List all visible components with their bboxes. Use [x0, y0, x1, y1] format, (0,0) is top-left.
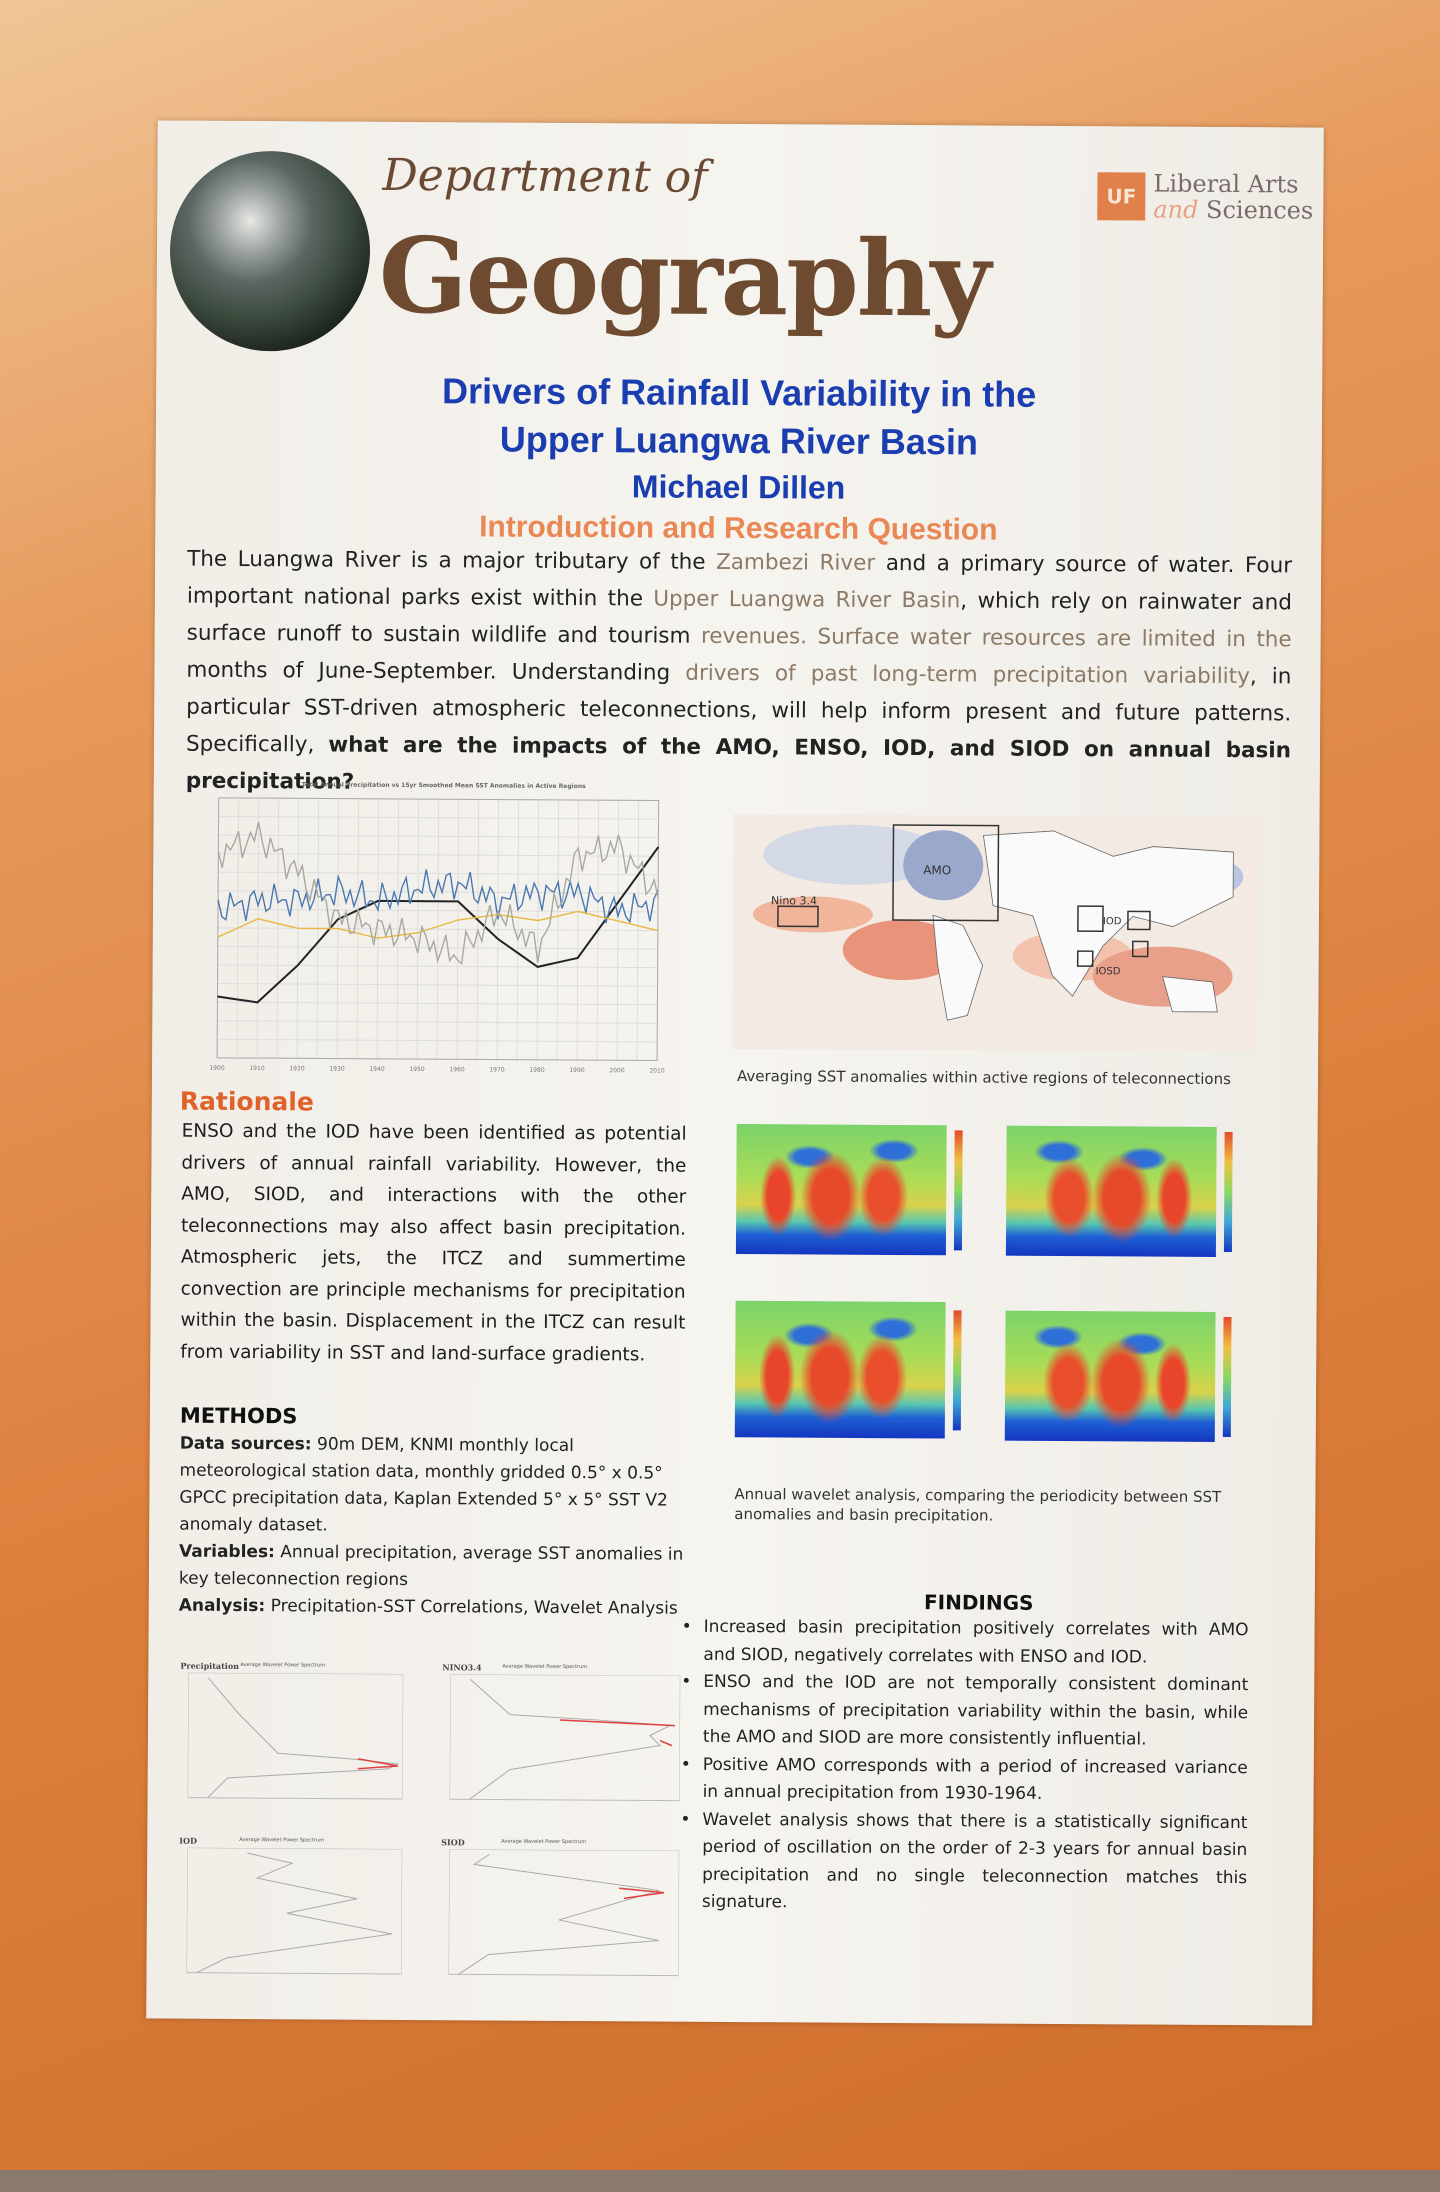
series-line-2 — [217, 910, 659, 939]
findings-heading: FINDINGS — [923, 1590, 1034, 1615]
grid-line — [217, 927, 658, 932]
map-label-nino34: Nino 3.4 — [771, 894, 818, 908]
wavelet-plot-siod — [1004, 1310, 1216, 1442]
x-tick-label: 1960 — [449, 1066, 464, 1073]
grid-line — [217, 1001, 658, 1006]
x-tick-label: 2010 — [649, 1067, 664, 1074]
title-line2: Upper Luangwa River Basin — [499, 418, 979, 463]
methods-heading: METHODS — [179, 1403, 298, 1429]
finding-item: Positive AMO corresponds with a period o… — [703, 1751, 1248, 1809]
x-tick-label: 1940 — [369, 1066, 384, 1073]
grid-line — [217, 964, 658, 969]
x-tick-label: 1910 — [249, 1065, 264, 1072]
finding-item: Wavelet analysis shows that there is a s… — [702, 1806, 1248, 1919]
map-label-amo: AMO — [923, 863, 952, 878]
power-spectra-panels: Precipitation Average Wavelet Power Spect… — [178, 1661, 700, 2014]
department-name: Geography — [378, 213, 990, 341]
spectrum-siod: SIOD Average Wavelet Power Spectrum — [440, 1837, 680, 1998]
title-line1: Drivers of Rainfall Variability in the — [441, 370, 1037, 415]
spectrum-nino34: NINO3.4 Average Wavelet Power Spectrum — [441, 1662, 681, 1823]
grid-line — [218, 834, 659, 839]
x-tick-label: 1990 — [569, 1067, 584, 1074]
grid-line — [218, 871, 659, 876]
x-tick-label: 1920 — [289, 1065, 304, 1072]
finding-item: ENSO and the IOD are not temporally cons… — [703, 1669, 1248, 1755]
spectrum-iod: IOD Average Wavelet Power Spectrum — [178, 1836, 409, 1997]
sst-world-map: Nino 3.4 AMO IOD IOSD — [732, 813, 1259, 1053]
x-tick-label: 1970 — [489, 1066, 504, 1073]
plot-frame — [216, 797, 660, 1062]
grid-line — [217, 983, 658, 987]
logo-line2: Sciences — [1205, 195, 1314, 225]
author: Michael Dillen — [631, 468, 846, 506]
wavelet-caption: Annual wavelet analysis, comparing the p… — [734, 1485, 1222, 1525]
map-caption: Averaging SST anomalies within active re… — [736, 1067, 1232, 1089]
logo-and: and — [1153, 195, 1199, 224]
wavelet-plot-iod — [734, 1300, 946, 1439]
floor-strip — [0, 2170, 1440, 2192]
map-label-iosd: IOSD — [1095, 966, 1121, 978]
x-tick-label: 1930 — [329, 1066, 344, 1073]
precip-sst-line-chart: Total Annual Precipitation vs 15yr Smoot… — [187, 781, 699, 1084]
uf-badge: UF — [1097, 172, 1146, 221]
rationale-heading: Rationale — [179, 1086, 314, 1117]
colorbar — [953, 1130, 963, 1251]
rationale-text: ENSO and the IOD have been identified as… — [180, 1120, 687, 1365]
findings-list: Increased basin precipitation positively… — [702, 1614, 1249, 1920]
grid-line — [218, 815, 659, 820]
methods-text: Data sources: 90m DEM, KNMI monthly loca… — [178, 1433, 684, 1619]
series-line-3 — [217, 821, 659, 966]
finding-item: Increased basin precipitation positively… — [703, 1614, 1248, 1672]
x-tick-label: 1980 — [529, 1067, 544, 1074]
colorbar — [1223, 1131, 1233, 1253]
map-label-iod: IOD — [1102, 916, 1122, 928]
poster: Department of Geography UF Liberal Arts … — [146, 120, 1324, 2026]
wavelet-panels — [734, 1114, 1267, 1467]
spectrum-precipitation: Precipitation Average Wavelet Power Spect… — [179, 1661, 410, 1822]
earth-globe-image — [169, 150, 371, 352]
wavelet-plot-precip — [735, 1124, 947, 1256]
series-line-1 — [217, 869, 659, 924]
wavelet-plot-nino — [1005, 1125, 1217, 1257]
x-tick-label: 1950 — [409, 1066, 424, 1073]
x-tick-label: 1900 — [209, 1065, 224, 1072]
intro-paragraph: The Luangwa River is a major tributary o… — [185, 546, 1293, 795]
colorbar — [1222, 1316, 1232, 1438]
x-tick-label: 2000 — [609, 1067, 624, 1074]
grid-line — [217, 1038, 658, 1043]
colorbar — [952, 1310, 962, 1431]
grid-line — [218, 890, 659, 894]
poster-title: Drivers of Rainfall Variability in the U… — [156, 365, 1323, 468]
department-prefix: Department of — [382, 149, 708, 203]
line-chart-svg: 1900 1910 1920 1930 1940 1950 1960 1970 1980 1990… — [209, 797, 665, 1075]
uf-las-logo: UF Liberal Arts and Sciences — [1097, 169, 1314, 225]
logo-line1: Liberal Arts — [1153, 169, 1299, 199]
series-line-0 — [217, 846, 660, 1004]
grid-line — [217, 1020, 658, 1024]
